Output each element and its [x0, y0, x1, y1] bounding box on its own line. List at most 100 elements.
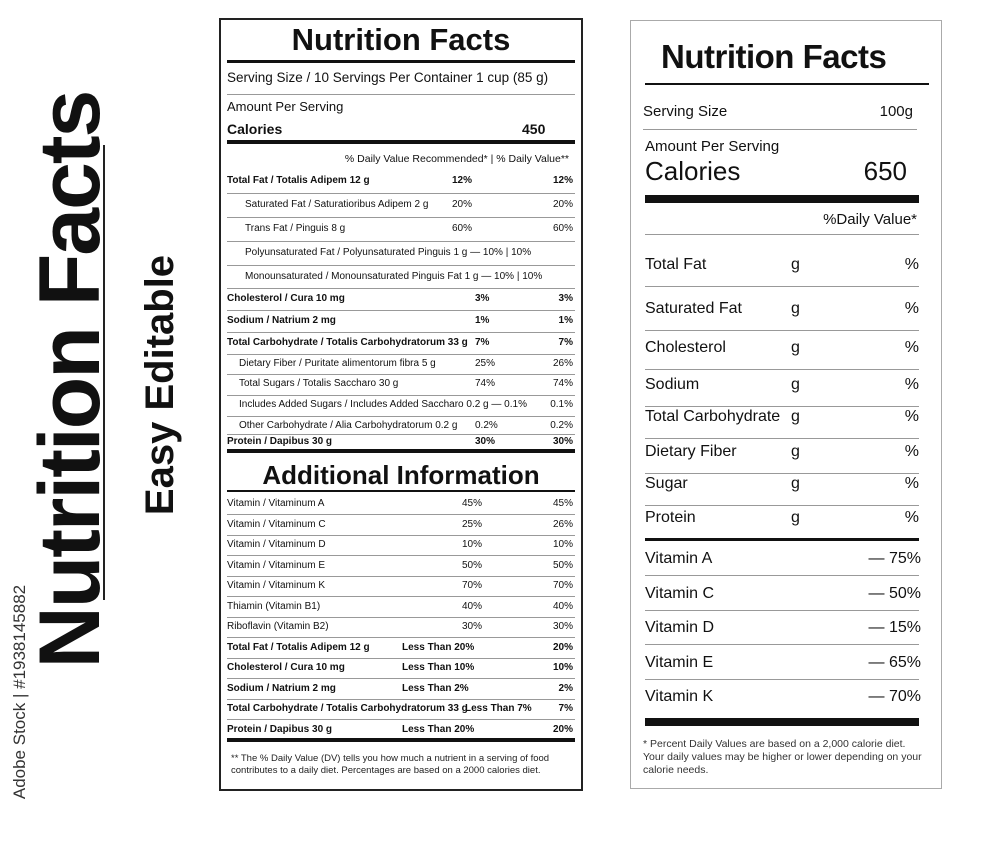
dv-recommended: 40%: [462, 600, 483, 612]
dv-recommended: 0.2%: [475, 420, 498, 431]
nutrient-label: Sugar: [645, 475, 688, 492]
dv-value: 40%: [552, 600, 573, 612]
dv-value: %: [904, 443, 919, 460]
dv-recommended: 25%: [462, 518, 483, 530]
calories-value: 650: [863, 156, 907, 186]
nutrient-row: Dietary Fiber g%: [645, 443, 919, 461]
dv-recommended: 60%: [452, 223, 473, 234]
nutrient-label: Polyunsaturated Fat / Polyunsaturated Pi…: [245, 247, 532, 258]
dv-value: %: [904, 408, 919, 425]
nutrient-label: Vitamin / Vitaminum E: [227, 559, 326, 571]
additional-row: Sodium / Natrium 2 mg Less Than 2% 2%: [227, 683, 575, 694]
dv-value: 20%: [552, 723, 573, 735]
dv-recommended: 7%: [475, 337, 490, 348]
divider: [645, 678, 919, 680]
dv-recommended: Less Than 7%: [465, 703, 532, 714]
divider: [645, 195, 919, 203]
nutrient-label: Riboflavin (Vitamin B2): [227, 621, 329, 632]
nutrient-label: Monounsaturated / Monounsaturated Pingui…: [245, 271, 543, 282]
dv-recommended: 12%: [452, 175, 473, 186]
divider: [645, 234, 919, 235]
calories-label: Calories: [227, 121, 283, 137]
divider: [227, 616, 575, 618]
divider: [227, 575, 575, 577]
divider: [227, 678, 575, 679]
nutrient-row: Cholesterol g%: [645, 339, 919, 357]
dv-recommended: 10%: [462, 539, 483, 550]
additional-row: Total Fat / Totalis Adipem 12 g Less Than…: [227, 642, 575, 653]
dv-header: %Daily Value*: [823, 211, 917, 228]
dv-value: 12%: [552, 175, 573, 186]
calories-value: 450: [522, 121, 546, 137]
divider: [227, 374, 575, 375]
nutrient-label: Cholesterol / Cura 10 mg: [227, 293, 345, 304]
nutrient-label: Other Carbohydrate / Alia Carbohydratoru…: [239, 420, 458, 431]
additional-row: Vitamin / Vitaminum C 25% 26%: [227, 519, 575, 530]
divider: [227, 288, 575, 289]
dv-value: %: [904, 376, 919, 393]
divider: [227, 60, 575, 63]
dv-value: 0.1%: [550, 399, 573, 410]
serving-size-label: Serving Size: [643, 103, 728, 120]
footnote: ** The % Daily Value (DV) tells you how …: [231, 753, 550, 776]
amount-per-serving: Amount Per Serving: [645, 138, 780, 155]
stock-watermark: Adobe Stock | #1938145882: [10, 584, 29, 800]
nutrient-label: Protein: [645, 509, 696, 526]
divider: [227, 217, 575, 218]
nutrient-unit: g: [791, 509, 800, 526]
divider: [227, 555, 575, 556]
divider: [645, 575, 919, 576]
nutrient-row: Protein g%: [645, 509, 919, 527]
nutrient-label: Total Carbohydrate / Totalis Carbohydrat…: [227, 703, 468, 714]
nutrient-label: Total Carbohydrate / Totalis Carbohydrat…: [227, 337, 468, 348]
divider: [645, 406, 919, 407]
divider: [645, 718, 919, 726]
divider: [227, 637, 575, 638]
calories: Calories 450: [227, 121, 575, 137]
divider: [227, 332, 575, 333]
nutrient-label: Sodium: [645, 376, 700, 393]
nutrient-row: Saturated Fat / Saturatioribus Adipem 2 …: [227, 199, 575, 210]
nutrient-row: Cholesterol / Cura 10 mg 3% 3%: [227, 293, 575, 304]
nutrient-row: Total Carbohydrate g%: [645, 408, 919, 426]
vitamin-value: — 15%: [868, 619, 921, 636]
dv-recommended: 30%: [475, 436, 496, 447]
dv-value: 74%: [552, 378, 573, 389]
nutrient-label: Vitamin / Vitaminum D: [227, 539, 326, 550]
vitamin-row: Vitamin E — 65%: [645, 654, 921, 672]
additional-row: Vitamin / Vitaminum A 45% 45%: [227, 498, 575, 509]
dv-recommended: 1%: [475, 315, 490, 326]
dv-value: 0.2%: [550, 420, 573, 431]
dv-value: %: [904, 256, 919, 273]
vitamin-label: Vitamin E: [645, 653, 714, 671]
nutrient-label: Sodium / Natrium 2 mg: [227, 315, 336, 326]
dv-recommended: 50%: [462, 559, 483, 571]
additional-row: Vitamin / Vitaminum K 70% 70%: [227, 580, 575, 591]
divider: [643, 129, 917, 130]
dv-value: %: [904, 300, 919, 317]
vitamin-label: Vitamin K: [645, 688, 714, 705]
divider: [645, 369, 919, 370]
divider: [227, 94, 575, 95]
dv-value: 30%: [552, 621, 573, 632]
panel-title: Nutrition Facts: [291, 22, 511, 57]
nutrient-row: Polyunsaturated Fat / Polyunsaturated Pi…: [227, 247, 575, 258]
nutrient-label: Total Fat: [645, 256, 707, 273]
nutrient-row: Sodium g%: [645, 376, 919, 394]
nutrient-label: Total Fat / Totalis Adipem 12 g: [227, 641, 370, 653]
nutrient-row: Saturated Fat g%: [645, 300, 919, 318]
divider: [227, 698, 575, 700]
dv-value: 70%: [552, 580, 573, 591]
nutrient-label: Vitamin / Vitaminum A: [227, 498, 325, 509]
divider: [227, 449, 575, 453]
divider: [227, 534, 575, 536]
vitamin-label: Vitamin D: [645, 619, 715, 636]
divider: [645, 538, 919, 541]
dv-value: 3%: [558, 293, 573, 304]
serving-size: Serving Size / 10 Servings Per Container…: [227, 70, 549, 85]
side-subtitle: Easy Editable: [138, 254, 182, 516]
dv-value: 45%: [552, 498, 573, 509]
vitamin-value: — 65%: [868, 653, 921, 671]
dv-value: %: [904, 475, 919, 492]
divider: [227, 310, 575, 311]
